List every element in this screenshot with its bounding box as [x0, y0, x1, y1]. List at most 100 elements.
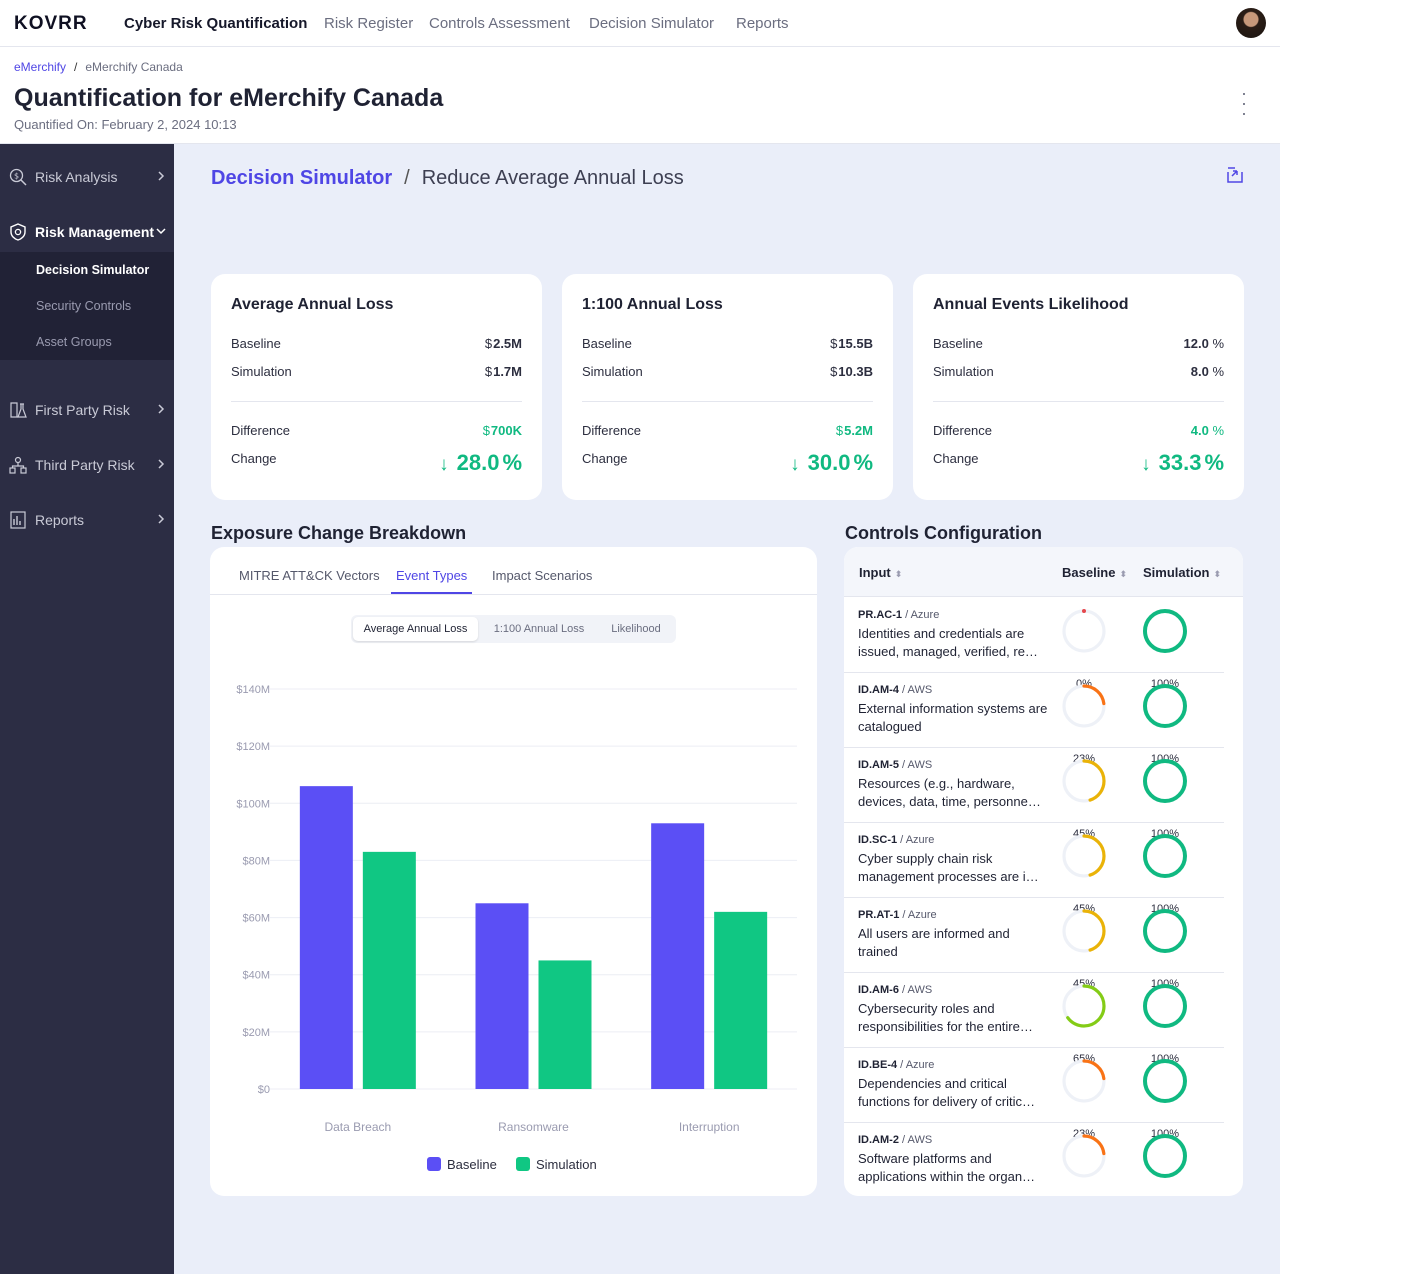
value-number: 10.3B [838, 364, 873, 379]
breadcrumb-link-emerchify[interactable]: eMerchify [14, 60, 67, 74]
value-number: 2.5M [493, 336, 522, 351]
control-id: ID.AM-2 [858, 1134, 899, 1146]
kovrr-logo[interactable]: KOVRR [14, 13, 88, 34]
export-icon[interactable] [1225, 165, 1245, 185]
simulation-row: Simulation $1.7M [231, 364, 522, 379]
control-code: ID.AM-6 / AWS [858, 984, 933, 996]
tab-mitre-vectors[interactable]: MITRE ATT&CK Vectors [239, 568, 380, 583]
progress-ring[interactable]: 45% [1060, 832, 1108, 915]
nav-cyber-risk-quantification[interactable]: Cyber Risk Quantification [124, 15, 308, 32]
legend-baseline[interactable]: Baseline [427, 1157, 497, 1172]
y-tick-label: $100M [236, 798, 270, 810]
tab-impact-scenarios[interactable]: Impact Scenarios [492, 568, 593, 583]
control-id: PR.AC-1 [858, 609, 903, 621]
control-row[interactable]: ID.BE-4 / Azure Dependencies and critical… [844, 1048, 1224, 1140]
progress-ring[interactable]: 100% [1141, 682, 1189, 765]
control-row[interactable]: PR.AT-1 / Azure All users are informed an… [844, 898, 1224, 990]
progress-ring[interactable]: 100% [1141, 757, 1189, 840]
bar-simulation-interruption [714, 911, 768, 1089]
nav-reports[interactable]: Reports [736, 15, 789, 32]
segment-1-100-annual-loss[interactable]: 1:100 Annual Loss [493, 623, 585, 635]
breadcrumb-separator: / [404, 167, 410, 189]
segment-average-annual-loss[interactable]: Average Annual Loss [353, 617, 478, 641]
progress-ring[interactable]: 100% [1141, 1057, 1189, 1140]
progress-ring[interactable]: 65% [1060, 982, 1108, 1065]
progress-ring[interactable]: 100% [1141, 607, 1189, 690]
sidebar-item-reports[interactable]: Reports [0, 500, 174, 540]
nav-controls-assessment[interactable]: Controls Assessment [429, 15, 570, 32]
progress-ring-graphic [1143, 834, 1187, 878]
row-label: Difference [933, 423, 993, 438]
card-divider [933, 401, 1224, 402]
column-input[interactable]: Input ⬍ [859, 565, 902, 580]
progress-ring-graphic [1062, 909, 1106, 953]
quantified-on: Quantified On: February 2, 2024 10:13 [14, 117, 237, 132]
controls-table-header: Input ⬍ Baseline ⬍ Simulation ⬍ [844, 547, 1243, 597]
unit-symbol: % [1212, 364, 1224, 379]
control-row[interactable]: ID.AM-6 / AWS Cybersecurity roles and res… [844, 973, 1224, 1065]
sidebar-item-risk-management[interactable]: Risk Management [0, 212, 174, 252]
shield-icon [10, 223, 26, 241]
change-value: ↓ 28.0% [439, 450, 522, 476]
exposure-title: Exposure Change Breakdown [211, 523, 467, 543]
progress-ring[interactable]: 45% [1060, 907, 1108, 990]
column-simulation[interactable]: Simulation ⬍ [1143, 565, 1221, 580]
arrow-down-icon: ↓ [790, 454, 800, 475]
control-row[interactable]: PR.AC-1 / Azure Identities and credential… [844, 598, 1224, 690]
currency-symbol: $ [484, 364, 493, 379]
decision-simulator-link[interactable]: Decision Simulator [211, 167, 393, 189]
control-code: ID.SC-1 / Azure [858, 834, 935, 846]
row-label: Change [231, 451, 277, 466]
progress-ring[interactable]: 100% [1141, 1132, 1189, 1180]
control-row[interactable]: ID.AM-5 / AWS Resources (e.g., hardware, … [844, 748, 1224, 840]
tab-event-types[interactable]: Event Types [391, 568, 473, 594]
difference-row: Difference $700K [231, 423, 522, 438]
segment-likelihood[interactable]: Likelihood [611, 623, 661, 635]
breadcrumb-separator: / [74, 60, 78, 74]
progress-ring[interactable]: 45% [1060, 757, 1108, 840]
unit-symbol: % [1212, 423, 1224, 438]
progress-ring[interactable]: 23% [1060, 1132, 1108, 1180]
progress-ring-graphic [1143, 1134, 1187, 1178]
progress-ring-graphic [1143, 1059, 1187, 1103]
sidebar-submenu: Decision Simulator Security Controls Ass… [0, 252, 174, 360]
control-row[interactable]: ID.AM-2 / AWS Software platforms and appl… [844, 1123, 1224, 1196]
nav-decision-simulator[interactable]: Decision Simulator [589, 15, 715, 32]
card-title: Annual Events Likelihood [933, 296, 1129, 313]
progress-ring[interactable]: 100% [1141, 907, 1189, 990]
progress-ring[interactable]: 100% [1141, 832, 1189, 915]
progress-ring-graphic [1062, 609, 1106, 653]
user-avatar[interactable] [1236, 8, 1266, 38]
more-options-icon[interactable]: · · · [1241, 83, 1247, 123]
controls-title: Controls Configuration [845, 523, 1042, 543]
sort-icon: ⬍ [1119, 569, 1128, 579]
progress-ring[interactable]: 23% [1060, 682, 1108, 765]
change-row: Change [231, 451, 522, 466]
legend-simulation[interactable]: Simulation [516, 1157, 597, 1172]
cloud-provider: AWS [907, 984, 933, 996]
progress-ring[interactable]: 0% [1060, 607, 1108, 690]
control-id: ID.BE-4 [858, 1059, 898, 1071]
control-row[interactable]: ID.SC-1 / Azure Cyber supply chain risk m… [844, 823, 1224, 915]
progress-ring[interactable]: 23% [1060, 1057, 1108, 1140]
simulation-title: Reduce Average Annual Loss [421, 167, 684, 189]
sidebar-sub-asset-groups[interactable]: Asset Groups [36, 335, 112, 349]
progress-ring[interactable]: 100% [1141, 982, 1189, 1065]
sidebar-item-third-party-risk[interactable]: Third Party Risk [0, 445, 174, 485]
sidebar-sub-decision-simulator[interactable]: Decision Simulator [36, 263, 150, 277]
column-baseline[interactable]: Baseline ⬍ [1062, 565, 1127, 580]
card-divider [582, 401, 873, 402]
sidebar-item-risk-analysis[interactable]: $ Risk Analysis [0, 157, 174, 197]
sidebar-item-first-party-risk[interactable]: First Party Risk [0, 390, 174, 430]
progress-ring-graphic [1062, 1059, 1106, 1103]
control-code: ID.AM-5 / AWS [858, 759, 933, 771]
nav-risk-register[interactable]: Risk Register [324, 15, 414, 32]
value-number: 4.0 [1190, 423, 1209, 438]
arrow-down-icon: ↓ [439, 454, 449, 475]
value-number: 15.5B [838, 336, 873, 351]
sidebar-sub-security-controls[interactable]: Security Controls [36, 299, 132, 313]
baseline-value: 12.0 % [1184, 336, 1225, 351]
bar-simulation-data-breach [362, 851, 416, 1089]
top-nav: KOVRR Cyber Risk Quantification Risk Reg… [0, 0, 1280, 47]
control-row[interactable]: ID.AM-4 / AWS External information system… [844, 673, 1224, 765]
